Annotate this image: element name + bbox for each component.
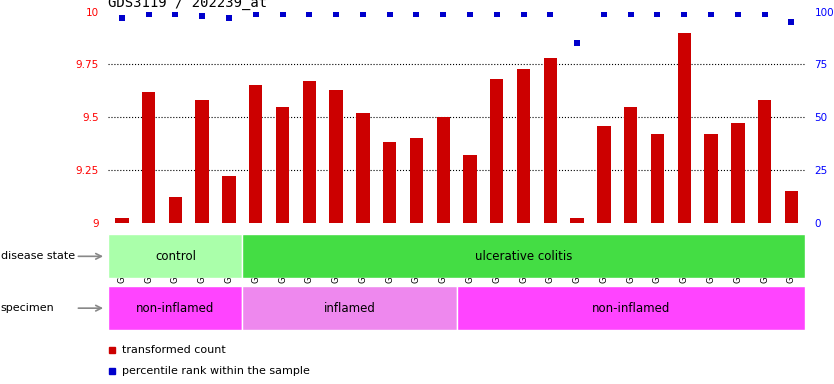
Point <box>276 10 289 17</box>
Bar <box>436 117 450 223</box>
Point <box>677 10 691 17</box>
Text: GDS3119 / 202239_at: GDS3119 / 202239_at <box>108 0 268 10</box>
Bar <box>115 218 128 223</box>
Bar <box>383 142 396 223</box>
Bar <box>108 234 243 278</box>
Bar <box>651 134 664 223</box>
Text: non-inflamed: non-inflamed <box>591 302 670 314</box>
Point <box>597 10 610 17</box>
Bar <box>329 89 343 223</box>
Bar <box>409 138 423 223</box>
Bar <box>597 126 610 223</box>
Point <box>142 10 155 17</box>
Bar <box>677 33 691 223</box>
Text: disease state: disease state <box>1 251 75 262</box>
Point <box>436 10 450 17</box>
Point <box>705 10 718 17</box>
Point <box>168 10 182 17</box>
Bar <box>222 176 236 223</box>
Text: transformed count: transformed count <box>123 345 226 355</box>
Text: specimen: specimen <box>1 303 54 313</box>
Point <box>731 10 745 17</box>
Text: percentile rank within the sample: percentile rank within the sample <box>123 366 310 376</box>
Text: non-inflamed: non-inflamed <box>136 302 214 314</box>
Bar <box>249 85 263 223</box>
Point <box>329 10 343 17</box>
Point <box>383 10 396 17</box>
Point <box>249 10 263 17</box>
Bar <box>243 234 805 278</box>
Point <box>356 10 369 17</box>
Bar <box>705 134 718 223</box>
Point <box>544 10 557 17</box>
Bar <box>168 197 182 223</box>
Point <box>115 15 128 21</box>
Bar <box>243 286 457 330</box>
Bar <box>785 191 798 223</box>
Point <box>303 10 316 17</box>
Point <box>570 40 584 46</box>
Point <box>409 10 423 17</box>
Point <box>758 10 771 17</box>
Bar <box>570 218 584 223</box>
Bar <box>517 68 530 223</box>
Bar <box>108 286 243 330</box>
Bar <box>490 79 504 223</box>
Point <box>464 10 477 17</box>
Bar <box>464 155 477 223</box>
Bar <box>303 81 316 223</box>
Point <box>517 10 530 17</box>
Point <box>223 15 236 21</box>
Point <box>624 10 637 17</box>
Text: ulcerative colitis: ulcerative colitis <box>475 250 572 263</box>
Bar <box>195 100 208 223</box>
Bar <box>624 106 637 223</box>
Bar <box>457 286 805 330</box>
Bar <box>356 113 369 223</box>
Bar <box>276 106 289 223</box>
Bar <box>731 123 745 223</box>
Point <box>195 13 208 19</box>
Bar <box>758 100 771 223</box>
Text: inflamed: inflamed <box>324 302 375 314</box>
Bar <box>142 92 155 223</box>
Bar <box>544 58 557 223</box>
Point <box>785 19 798 25</box>
Point <box>651 10 664 17</box>
Text: control: control <box>155 250 196 263</box>
Point <box>490 10 504 17</box>
